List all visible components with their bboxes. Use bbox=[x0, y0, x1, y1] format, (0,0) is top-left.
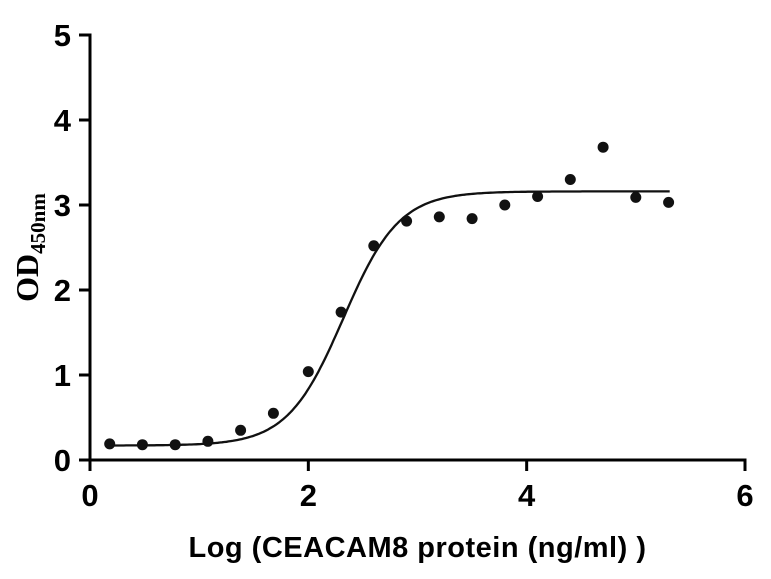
data-point bbox=[532, 191, 544, 202]
y-tick-label: 3 bbox=[54, 188, 71, 223]
y-tick-label: 4 bbox=[54, 103, 72, 138]
data-point bbox=[368, 240, 380, 252]
data-point bbox=[136, 439, 148, 451]
data-point bbox=[630, 191, 642, 203]
y-tick-label: 0 bbox=[54, 443, 71, 478]
data-point bbox=[169, 439, 181, 451]
data-point bbox=[302, 366, 314, 378]
data-point bbox=[466, 213, 478, 225]
x-axis-title: Log (CEACAM8 protein (ng/ml) ) bbox=[188, 532, 646, 564]
y-tick-label: 5 bbox=[54, 18, 71, 53]
data-point bbox=[202, 435, 214, 447]
data-point bbox=[267, 407, 279, 419]
data-point bbox=[433, 211, 445, 223]
fit-curve bbox=[106, 190, 670, 447]
y-axis-title: OD450nm bbox=[9, 193, 50, 302]
data-point bbox=[663, 196, 675, 208]
data-point bbox=[499, 199, 511, 211]
data-point bbox=[564, 174, 576, 185]
data-point bbox=[597, 141, 609, 153]
data-point bbox=[401, 215, 413, 227]
y-tick-label: 1 bbox=[54, 358, 71, 393]
x-tick-label: 2 bbox=[300, 478, 317, 513]
y-tick-label: 2 bbox=[54, 273, 71, 308]
data-point bbox=[335, 306, 347, 318]
data-point bbox=[235, 424, 247, 436]
data-point bbox=[104, 438, 116, 450]
x-tick-label: 4 bbox=[518, 478, 536, 513]
x-tick-label: 0 bbox=[81, 478, 98, 513]
x-tick-label: 6 bbox=[736, 478, 753, 513]
